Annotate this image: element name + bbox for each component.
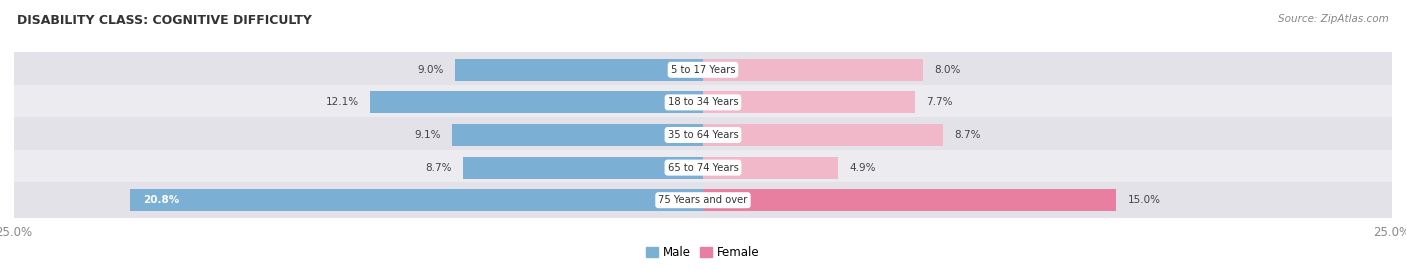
Bar: [703, 124, 943, 146]
Bar: [14, 183, 1392, 218]
Text: 8.7%: 8.7%: [953, 130, 980, 140]
Text: DISABILITY CLASS: COGNITIVE DIFFICULTY: DISABILITY CLASS: COGNITIVE DIFFICULTY: [17, 14, 312, 26]
Legend: Male, Female: Male, Female: [641, 241, 765, 264]
Text: 12.1%: 12.1%: [325, 97, 359, 107]
Text: 8.7%: 8.7%: [426, 163, 453, 173]
Bar: [453, 124, 703, 146]
Text: 9.0%: 9.0%: [418, 65, 444, 75]
Text: 35 to 64 Years: 35 to 64 Years: [668, 130, 738, 140]
Text: 8.0%: 8.0%: [935, 65, 960, 75]
Bar: [14, 117, 1392, 153]
Text: 9.1%: 9.1%: [415, 130, 441, 140]
Bar: [703, 59, 924, 81]
Bar: [463, 157, 703, 179]
Text: Source: ZipAtlas.com: Source: ZipAtlas.com: [1278, 14, 1389, 23]
Bar: [703, 189, 1116, 211]
Bar: [14, 85, 1392, 120]
Text: 4.9%: 4.9%: [849, 163, 876, 173]
Text: 15.0%: 15.0%: [1128, 195, 1160, 205]
Text: 65 to 74 Years: 65 to 74 Years: [668, 163, 738, 173]
Bar: [14, 52, 1392, 87]
Text: 18 to 34 Years: 18 to 34 Years: [668, 97, 738, 107]
Bar: [370, 91, 703, 113]
Text: 7.7%: 7.7%: [927, 97, 953, 107]
Bar: [129, 189, 703, 211]
Text: 5 to 17 Years: 5 to 17 Years: [671, 65, 735, 75]
Bar: [703, 91, 915, 113]
Bar: [456, 59, 703, 81]
Bar: [14, 150, 1392, 185]
Bar: [703, 157, 838, 179]
Text: 75 Years and over: 75 Years and over: [658, 195, 748, 205]
Text: 20.8%: 20.8%: [143, 195, 180, 205]
